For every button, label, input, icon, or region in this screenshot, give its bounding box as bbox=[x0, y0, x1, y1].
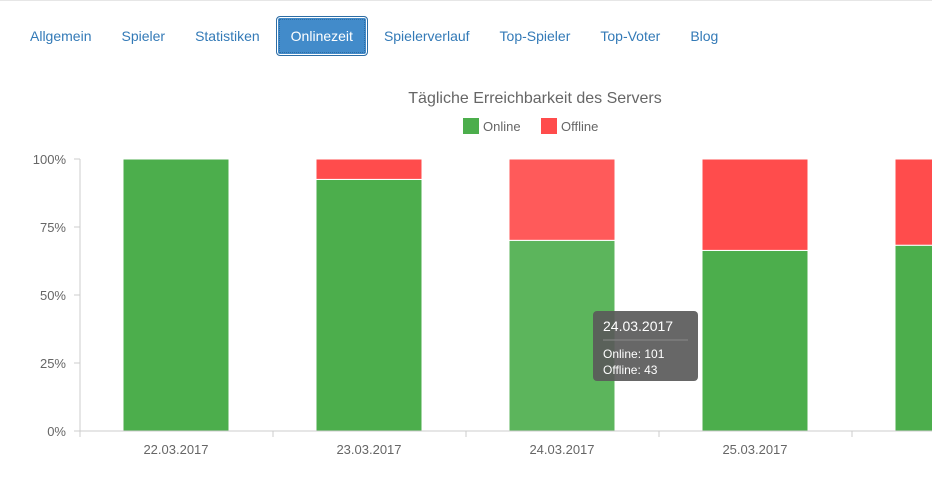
legend-label-online[interactable]: Online bbox=[483, 119, 521, 134]
bar-offline-26.03.2017[interactable] bbox=[894, 158, 932, 246]
tab-allgemein[interactable]: Allgemein bbox=[30, 28, 92, 44]
x-tick-label: 24.03.2017 bbox=[529, 442, 594, 457]
legend-swatch-online[interactable] bbox=[463, 118, 479, 134]
tab-blog[interactable]: Blog bbox=[690, 28, 719, 44]
x-tick-label: 23.03.2017 bbox=[336, 442, 401, 457]
y-tick-label: 100% bbox=[33, 152, 67, 167]
legend-label-offline[interactable]: Offline bbox=[561, 119, 598, 134]
bar-offline-24.03.2017[interactable] bbox=[508, 158, 616, 241]
y-tick-label: 75% bbox=[40, 220, 66, 235]
bar-online-23.03.2017[interactable] bbox=[315, 178, 423, 432]
bar-online-25.03.2017[interactable] bbox=[701, 249, 809, 432]
tooltip-line: Online: 101 bbox=[603, 347, 665, 361]
tab-spieler[interactable]: Spieler bbox=[121, 28, 166, 44]
bars-group bbox=[122, 158, 932, 432]
chart-legend: Online Offline bbox=[463, 118, 598, 134]
tab-top-spieler[interactable]: Top-Spieler bbox=[499, 28, 571, 44]
legend-swatch-offline[interactable] bbox=[541, 118, 557, 134]
y-tick-label: 0% bbox=[47, 424, 66, 439]
nav-tabs: Allgemein Spieler Statistiken Onlinezeit… bbox=[16, 16, 734, 56]
bar-online-26.03.2017[interactable] bbox=[894, 244, 932, 432]
x-tick-label: 22.03.2017 bbox=[143, 442, 208, 457]
tab-spielerverlauf[interactable]: Spielerverlauf bbox=[383, 28, 470, 44]
bar-online-22.03.2017[interactable] bbox=[122, 158, 230, 432]
tooltip-box bbox=[593, 311, 698, 381]
y-axis: 0% 25% 50% 75% 100% bbox=[33, 152, 81, 439]
tab-top-voter[interactable]: Top-Voter bbox=[600, 28, 661, 44]
bar-offline-25.03.2017[interactable] bbox=[701, 158, 809, 251]
y-tick-label: 25% bbox=[40, 356, 66, 371]
x-tick-label: 25.03.2017 bbox=[722, 442, 787, 457]
bar-offline-23.03.2017[interactable] bbox=[315, 158, 423, 180]
top-border bbox=[0, 0, 932, 1]
chart-title: Tägliche Erreichbarkeit des Servers bbox=[408, 90, 661, 107]
x-axis: 22.03.2017 23.03.2017 24.03.2017 25.03.2017… bbox=[79, 430, 932, 457]
tab-statistiken[interactable]: Statistiken bbox=[195, 28, 260, 44]
tab-onlinezeit[interactable]: Onlinezeit bbox=[275, 16, 368, 56]
tooltip-title: 24.03.2017 bbox=[603, 318, 673, 334]
tooltip-line: Offline: 43 bbox=[603, 363, 658, 377]
chart-tooltip: 24.03.2017 Online: 101 Offline: 43 bbox=[593, 311, 698, 381]
y-tick-label: 50% bbox=[40, 288, 66, 303]
